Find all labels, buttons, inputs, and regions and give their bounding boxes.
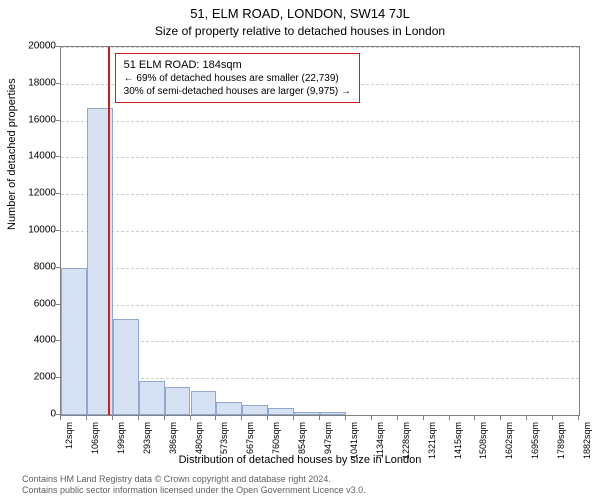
x-tick-label: 199sqm	[116, 422, 126, 466]
x-tick-mark	[190, 416, 191, 420]
x-tick-mark	[526, 416, 527, 420]
gridline	[61, 194, 579, 195]
gridline	[61, 231, 579, 232]
x-tick-label: 1041sqm	[349, 422, 359, 466]
marker-line	[108, 47, 110, 415]
x-tick-label: 573sqm	[219, 422, 229, 466]
credits-line1: Contains HM Land Registry data © Crown c…	[22, 474, 366, 485]
y-tick-label: 10000	[12, 225, 56, 236]
annotation-line2: ← 69% of detached houses are smaller (22…	[124, 72, 351, 85]
x-tick-mark	[500, 416, 501, 420]
gridline	[61, 47, 579, 48]
annotation-line3: 30% of semi-detached houses are larger (…	[124, 85, 351, 98]
x-tick-mark	[397, 416, 398, 420]
x-tick-label: 1882sqm	[582, 422, 592, 466]
chart-title: 51, ELM ROAD, LONDON, SW14 7JL	[0, 6, 600, 21]
gridline	[61, 157, 579, 158]
x-tick-label: 947sqm	[323, 422, 333, 466]
histogram-bar	[191, 391, 217, 415]
x-tick-label: 1134sqm	[375, 422, 385, 466]
y-tick-mark	[56, 340, 60, 341]
y-tick-label: 16000	[12, 114, 56, 125]
histogram-bar	[61, 268, 87, 415]
x-tick-mark	[215, 416, 216, 420]
y-tick-label: 18000	[12, 77, 56, 88]
x-tick-mark	[164, 416, 165, 420]
y-tick-label: 2000	[12, 372, 56, 383]
x-tick-label: 293sqm	[142, 422, 152, 466]
annotation-line1: 51 ELM ROAD: 184sqm	[124, 58, 351, 72]
x-tick-mark	[345, 416, 346, 420]
credits: Contains HM Land Registry data © Crown c…	[22, 474, 366, 496]
x-tick-mark	[267, 416, 268, 420]
y-tick-mark	[56, 414, 60, 415]
y-tick-mark	[56, 230, 60, 231]
histogram-bar	[242, 405, 268, 415]
gridline	[61, 121, 579, 122]
x-tick-mark	[552, 416, 553, 420]
y-tick-label: 8000	[12, 261, 56, 272]
chart-subtitle: Size of property relative to detached ho…	[0, 24, 600, 38]
y-tick-mark	[56, 120, 60, 121]
y-tick-label: 20000	[12, 41, 56, 52]
gridline	[61, 378, 579, 379]
y-tick-mark	[56, 156, 60, 157]
y-tick-mark	[56, 46, 60, 47]
y-tick-mark	[56, 377, 60, 378]
x-tick-mark	[241, 416, 242, 420]
gridline	[61, 341, 579, 342]
x-tick-mark	[293, 416, 294, 420]
y-tick-label: 0	[12, 409, 56, 420]
histogram-bar	[113, 319, 139, 415]
histogram-bar	[165, 387, 191, 415]
gridline	[61, 305, 579, 306]
x-tick-mark	[319, 416, 320, 420]
y-tick-mark	[56, 304, 60, 305]
histogram-bar	[268, 408, 294, 415]
x-tick-label: 667sqm	[245, 422, 255, 466]
x-tick-mark	[449, 416, 450, 420]
plot-area: 51 ELM ROAD: 184sqm ← 69% of detached ho…	[60, 46, 580, 416]
x-tick-label: 1695sqm	[530, 422, 540, 466]
x-tick-mark	[371, 416, 372, 420]
gridline	[61, 268, 579, 269]
x-tick-mark	[138, 416, 139, 420]
x-tick-mark	[474, 416, 475, 420]
x-tick-mark	[86, 416, 87, 420]
x-tick-label: 12sqm	[64, 422, 74, 466]
y-tick-mark	[56, 267, 60, 268]
x-tick-mark	[112, 416, 113, 420]
x-tick-mark	[423, 416, 424, 420]
histogram-bar	[320, 412, 346, 415]
x-tick-label: 854sqm	[297, 422, 307, 466]
y-tick-label: 6000	[12, 298, 56, 309]
x-tick-label: 386sqm	[168, 422, 178, 466]
x-tick-label: 1789sqm	[556, 422, 566, 466]
x-tick-label: 1415sqm	[453, 422, 463, 466]
x-tick-mark	[578, 416, 579, 420]
y-tick-mark	[56, 193, 60, 194]
x-tick-label: 1321sqm	[427, 422, 437, 466]
x-tick-label: 1228sqm	[401, 422, 411, 466]
y-tick-mark	[56, 83, 60, 84]
x-tick-mark	[60, 416, 61, 420]
x-tick-label: 480sqm	[194, 422, 204, 466]
x-tick-label: 106sqm	[90, 422, 100, 466]
annotation-box: 51 ELM ROAD: 184sqm ← 69% of detached ho…	[115, 53, 360, 103]
x-tick-label: 760sqm	[271, 422, 281, 466]
x-tick-label: 1508sqm	[478, 422, 488, 466]
histogram-bar	[294, 412, 320, 415]
y-tick-label: 14000	[12, 151, 56, 162]
y-tick-label: 12000	[12, 188, 56, 199]
histogram-bar	[216, 402, 242, 415]
y-tick-label: 4000	[12, 335, 56, 346]
chart-container: 51, ELM ROAD, LONDON, SW14 7JL Size of p…	[0, 0, 600, 500]
credits-line2: Contains public sector information licen…	[22, 485, 366, 496]
x-tick-label: 1602sqm	[504, 422, 514, 466]
histogram-bar	[139, 381, 165, 415]
